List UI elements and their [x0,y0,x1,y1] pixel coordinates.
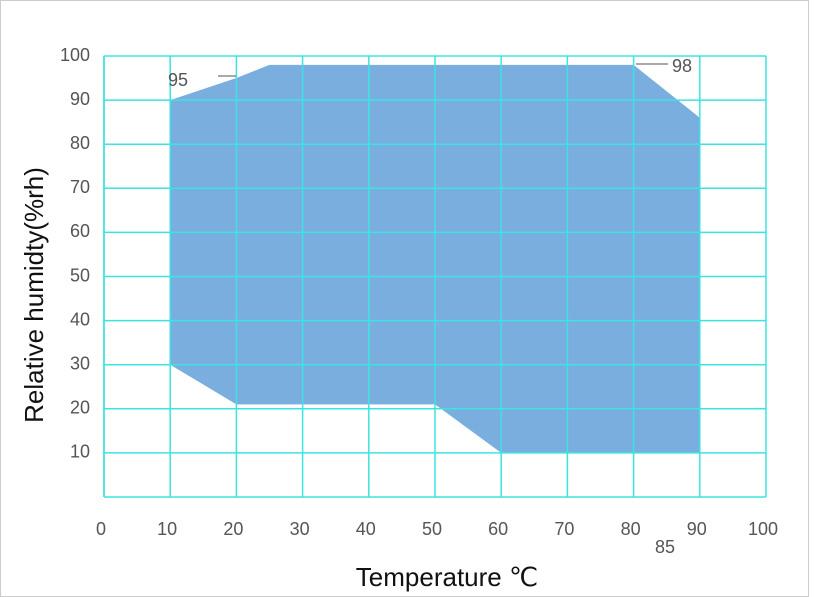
x-tick-label: 0 [96,519,106,539]
x-tick-label: 100 [748,519,778,539]
y-axis-title: Relative humidty(%rh) [19,167,49,423]
x-tick-label: 60 [488,519,508,539]
x-tick-label: 40 [356,519,376,539]
annotation: 98 [672,56,692,76]
y-tick-label: 50 [70,265,90,285]
x-tick-label: 80 [621,519,641,539]
y-tick-label: 20 [70,398,90,418]
y-tick-label: 70 [70,177,90,197]
x-tick-label: 50 [422,519,442,539]
annotation: 85 [655,537,675,557]
y-tick-label: 40 [70,309,90,329]
x-tick-label: 30 [290,519,310,539]
x-tick-label: 20 [223,519,243,539]
annotation: 95 [168,70,188,90]
y-tick-label: 80 [70,133,90,153]
y-tick-label: 100 [60,45,90,65]
y-tick-label: 30 [70,353,90,373]
x-tick-label: 90 [687,519,707,539]
y-tick-label: 60 [70,221,90,241]
x-tick-label: 70 [554,519,574,539]
y-tick-label: 10 [70,442,90,462]
x-axis-title: Temperature ℃ [356,562,538,592]
y-tick-label: 90 [70,89,90,109]
x-tick-label: 10 [157,519,177,539]
